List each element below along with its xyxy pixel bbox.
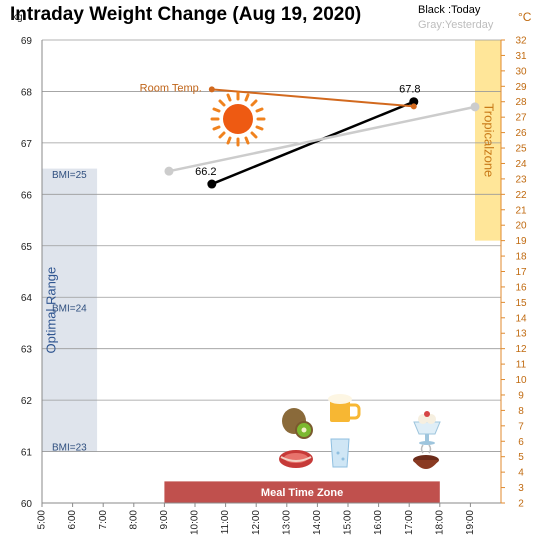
optimal-range-band xyxy=(42,168,98,452)
right-tick-label: 29 xyxy=(515,82,527,93)
right-tick-label: 3 xyxy=(518,483,524,494)
x-tick-label: 9:00 xyxy=(159,510,170,530)
labels: Optimal Range Tropicalzone Meal Time Zone B… xyxy=(43,82,496,499)
room-temp-label: Room Temp. xyxy=(140,82,202,94)
yesterday-line xyxy=(168,105,476,173)
x-tick-label: 5:00 xyxy=(37,510,48,530)
data-label: 67.8 xyxy=(399,84,420,96)
right-tick-label: 7 xyxy=(518,421,524,432)
right-tick-label: 12 xyxy=(515,344,527,355)
gridlines xyxy=(42,39,501,452)
meal-time-zone-label: Meal Time Zone xyxy=(261,487,343,499)
right-tick-label: 31 xyxy=(515,51,527,62)
right-tick-label: 6 xyxy=(518,437,524,448)
room-temp-point xyxy=(410,103,417,110)
right-tick-label: 14 xyxy=(515,313,527,324)
right-axis-label: °C xyxy=(518,10,532,24)
x-tick-label: 10:00 xyxy=(190,510,201,535)
x-tick-label: 6:00 xyxy=(67,510,78,530)
water-glass-icon xyxy=(330,438,350,468)
y-tick-label: 60 xyxy=(21,499,33,510)
parfait-icon xyxy=(413,411,441,445)
today-point xyxy=(409,97,419,107)
bmi-label-24: BMI=24 xyxy=(52,304,87,315)
steak-icon xyxy=(279,450,313,468)
right-tick-label: 8 xyxy=(518,406,524,417)
right-tick-label: 30 xyxy=(515,66,527,77)
yesterday-point xyxy=(164,166,174,176)
beer-icon xyxy=(328,394,361,422)
today-line xyxy=(211,100,415,186)
right-tick-label: 22 xyxy=(515,190,527,201)
y-tick-label: 63 xyxy=(21,345,33,356)
x-tick-label: 14:00 xyxy=(312,510,323,535)
right-tick-label: 16 xyxy=(515,282,527,293)
y-tick-label: 64 xyxy=(21,293,33,304)
x-tick-label: 19:00 xyxy=(465,510,476,535)
right-tick-label: 27 xyxy=(515,113,527,124)
bands xyxy=(42,40,501,503)
right-tick-label: 11 xyxy=(516,360,527,371)
right-tick-label: 26 xyxy=(515,128,527,139)
tropical-zone-label: Tropicalzone xyxy=(482,103,497,177)
legend-today: Black :Today xyxy=(418,4,481,16)
bmi-label-25: BMI=25 xyxy=(52,170,87,181)
tropicalzone-band xyxy=(474,40,501,241)
chart-title: Intraday Weight Change (Aug 19, 2020) xyxy=(10,4,361,25)
x-tick-label: 18:00 xyxy=(434,510,445,535)
left-axis-label: kg xyxy=(12,12,23,23)
x-tick-label: 13:00 xyxy=(281,510,292,535)
y-tick-label: 65 xyxy=(21,242,33,253)
right-tick-label: 9 xyxy=(518,390,524,401)
right-tick-label: 15 xyxy=(515,298,527,309)
room-temp-point xyxy=(208,86,215,93)
y-tick-label: 69 xyxy=(21,36,33,47)
right-tick-label: 28 xyxy=(515,97,527,108)
x-tick-label: 12:00 xyxy=(251,510,262,535)
optimal-range-label: Optimal Range xyxy=(43,267,58,354)
right-tick-label: 4 xyxy=(518,468,524,479)
y-tick-label: 68 xyxy=(21,87,33,98)
right-tick-label: 25 xyxy=(515,144,527,155)
room-temp-line xyxy=(211,88,414,108)
right-tick-label: 32 xyxy=(515,36,527,47)
x-tick-label: 8:00 xyxy=(128,510,139,530)
right-tick-label: 5 xyxy=(518,452,524,463)
soup-bowl-icon xyxy=(413,444,439,469)
yesterday-point xyxy=(470,102,480,112)
right-tick-label: 20 xyxy=(515,221,527,232)
right-tick-label: 24 xyxy=(515,159,527,170)
right-tick-label: 13 xyxy=(515,329,527,340)
y-tick-label: 62 xyxy=(21,396,33,407)
right-tick-label: 18 xyxy=(515,252,527,263)
today-point xyxy=(207,179,217,189)
x-tick-label: 15:00 xyxy=(343,510,354,535)
legend-yesterday: Gray:Yesterday xyxy=(418,19,494,31)
sun-icon xyxy=(210,91,266,147)
right-tick-label: 17 xyxy=(515,267,527,278)
data-label: 66.2 xyxy=(195,166,216,178)
x-tick-label: 16:00 xyxy=(373,510,384,535)
x-tick-label: 11:00 xyxy=(220,510,231,535)
series-lines xyxy=(164,86,480,189)
right-tick-label: 23 xyxy=(515,174,527,185)
bmi-label-23: BMI=23 xyxy=(52,442,87,453)
axes: 6061626364656667686923456789101112131415… xyxy=(21,36,527,536)
right-tick-label: 10 xyxy=(515,375,527,386)
y-tick-label: 61 xyxy=(21,448,33,459)
y-tick-label: 67 xyxy=(21,139,33,150)
meal-time-zone-band xyxy=(164,481,440,503)
kiwi-icon xyxy=(282,408,313,439)
right-tick-label: 21 xyxy=(515,205,527,216)
right-tick-label: 2 xyxy=(518,499,524,510)
right-tick-label: 19 xyxy=(515,236,527,247)
y-tick-label: 66 xyxy=(21,190,33,201)
x-tick-label: 7:00 xyxy=(98,510,109,530)
x-tick-label: 17:00 xyxy=(404,510,415,535)
